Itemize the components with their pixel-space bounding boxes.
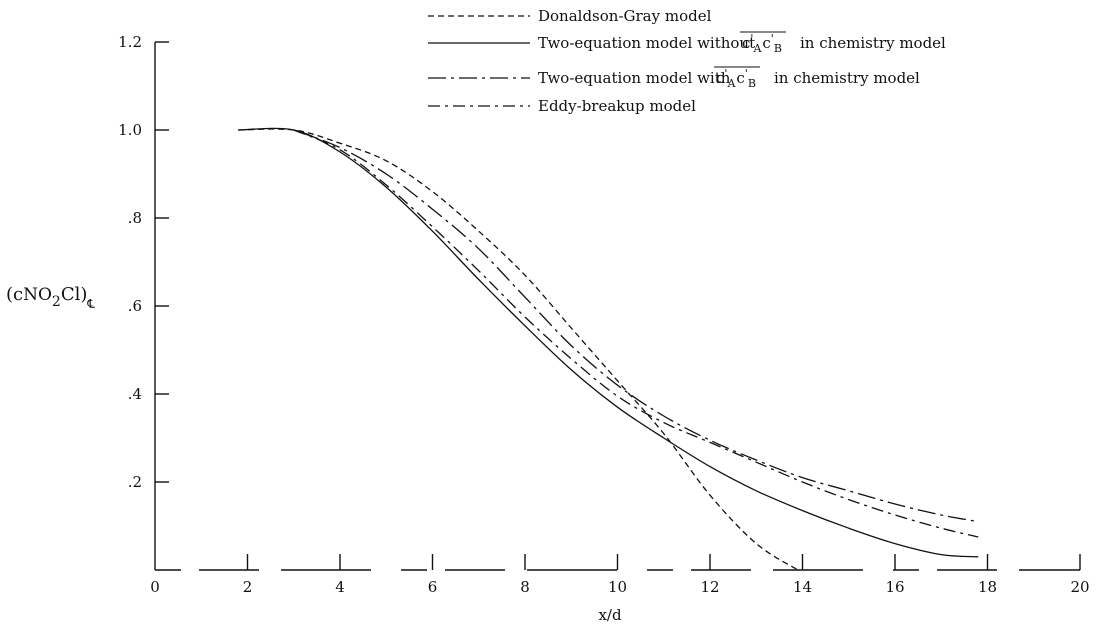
y-tick-label: .6: [128, 297, 142, 315]
x-tick-label: 10: [608, 578, 627, 596]
legend-term-without: c'Ac'B: [740, 31, 786, 55]
legend-label-eddy-breakup: Eddy-breakup model: [538, 97, 696, 115]
x-tick-label: 20: [1070, 578, 1089, 596]
x-tick-label: 0: [150, 578, 160, 596]
y-tick-label: .2: [128, 473, 142, 491]
x-tick-label: 8: [520, 578, 530, 596]
x-tick-label: 6: [428, 578, 438, 596]
series-line-1: [238, 127, 979, 558]
svg-text:c'Ac'B: c'Ac'B: [716, 67, 756, 90]
y-tick-label: 1.2: [118, 33, 142, 51]
series-line-2: [293, 129, 979, 523]
legend-label-donaldson-gray: Donaldson-Gray model: [538, 7, 712, 25]
svg-text:c'Ac'B: c'Ac'B: [742, 32, 782, 55]
x-tick-label: 14: [793, 578, 812, 596]
y-axis-ticks: .2 .4 .6 .8 1.0 1.2: [118, 33, 169, 491]
x-axis-ticks: 0 2 4 6 8 10 12 14 16 18 20: [150, 554, 1090, 596]
x-tick-label: 16: [885, 578, 904, 596]
legend-label-two-equation-without-tail: in chemistry model: [800, 34, 946, 52]
y-tick-label: .4: [128, 385, 142, 403]
y-tick-label: 1.0: [118, 121, 142, 139]
x-tick-label: 2: [243, 578, 253, 596]
legend-label-two-equation-without: Two-equation model without: [538, 34, 755, 52]
y-tick-label: .8: [128, 209, 142, 227]
series-line-0: [238, 128, 799, 571]
legend: Donaldson-Gray model Two-equation model …: [428, 7, 946, 115]
x-axis-label: x/d: [598, 606, 622, 624]
x-tick-label: 12: [700, 578, 719, 596]
axes: [154, 42, 1080, 571]
y-axis-label: (cNO2Cl)℄: [6, 284, 95, 311]
x-tick-label: 4: [335, 578, 345, 596]
x-tick-label: 18: [978, 578, 997, 596]
legend-label-two-equation-with: Two-equation model with: [538, 69, 731, 87]
legend-term-with: c'Ac'B: [714, 66, 760, 90]
legend-label-two-equation-with-tail: in chemistry model: [774, 69, 920, 87]
series-lines: [238, 127, 979, 571]
series-line-3: [293, 129, 979, 538]
